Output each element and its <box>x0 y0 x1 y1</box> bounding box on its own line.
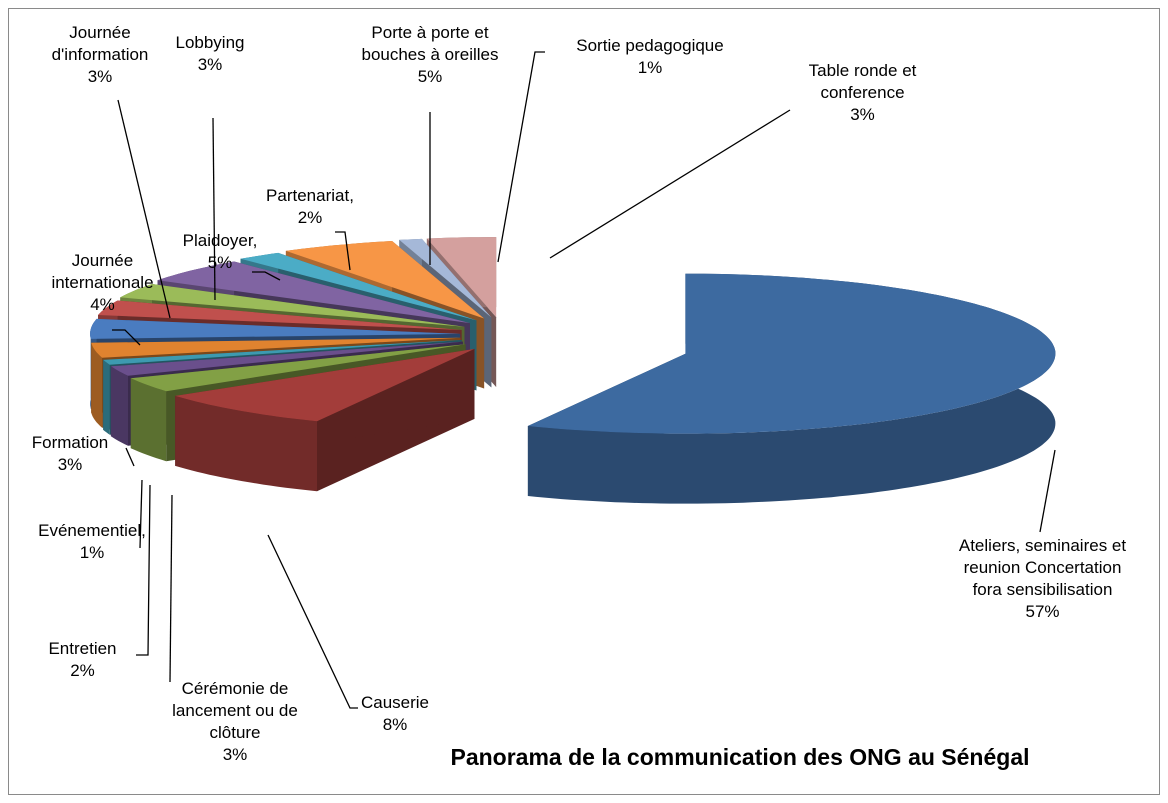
value-label: 3% <box>222 745 248 764</box>
leader-line <box>267 534 358 709</box>
slice-label: Porte à porte et bouches à oreilles 5% <box>340 22 520 88</box>
category-label: Plaidoyer, <box>182 231 258 250</box>
slice-label: Plaidoyer, 5% <box>170 230 270 274</box>
slice-rim <box>103 359 110 435</box>
leader-line <box>1039 449 1056 533</box>
slice-label: Evénementiel, 1% <box>12 520 172 564</box>
pie <box>90 237 1056 504</box>
leader-line <box>252 271 281 281</box>
slice-label: Cérémonie de lancement ou de clôture 3% <box>150 678 320 766</box>
category-label: Porte à porte et bouches à oreilles <box>361 23 499 64</box>
category-label: Journée internationale <box>51 251 154 292</box>
category-label: Causerie <box>360 693 430 712</box>
slice-rim <box>175 395 317 492</box>
leader-line <box>212 117 216 301</box>
slice-rim <box>91 342 103 428</box>
leader-line <box>549 109 791 259</box>
slice-top <box>157 261 470 324</box>
leader-line <box>136 484 151 656</box>
slice-top <box>130 344 466 392</box>
category-label: Partenariat, <box>266 186 354 205</box>
slice-label: Formation 3% <box>10 432 130 476</box>
category-label: Journée d'information <box>51 23 149 64</box>
pie-slice <box>175 348 475 492</box>
value-label: 3% <box>850 105 875 124</box>
slice-label: Sortie pedagogique 1% <box>540 35 760 79</box>
slice-top <box>399 238 492 318</box>
leader-line <box>117 99 171 319</box>
pie-slice <box>527 273 1056 504</box>
value-label: 1% <box>637 58 663 77</box>
leader-lines <box>112 51 1056 709</box>
slice-top <box>240 252 477 321</box>
leader-line <box>112 329 141 346</box>
slice-rim <box>110 366 128 446</box>
leader-line <box>139 479 143 549</box>
category-label: Table ronde et conference <box>808 61 917 102</box>
value-label: 4% <box>90 295 115 314</box>
value-label: 3% <box>197 55 223 74</box>
value-label: 5% <box>417 67 443 86</box>
value-label: 3% <box>57 455 83 474</box>
category-label: Ateliers, seminaires et reunion Concerta… <box>958 536 1127 599</box>
category-label: Formation <box>31 433 109 452</box>
slice-label: Journée d'information 3% <box>40 22 160 88</box>
slice-label: Table ronde et conference 3% <box>770 60 955 126</box>
slice-top <box>90 318 461 339</box>
slice-top <box>175 348 475 422</box>
category-label: Cérémonie de lancement ou de clôture <box>172 679 298 742</box>
slice-label: Causerie 8% <box>345 692 445 736</box>
slice-top <box>91 337 461 358</box>
leader-line <box>335 231 351 271</box>
slice-rim <box>130 378 167 462</box>
slice-label: Ateliers, seminaires et reunion Concerta… <box>955 535 1130 623</box>
leader-line <box>497 51 545 263</box>
slice-top <box>527 273 1056 434</box>
slice-label: Journée internationale 4% <box>30 250 175 316</box>
slice-top <box>285 241 485 319</box>
value-label: 3% <box>87 67 113 86</box>
category-label: Entretien <box>48 639 117 658</box>
value-label: 2% <box>297 208 323 227</box>
value-label: 8% <box>382 715 408 734</box>
slice-top <box>110 341 463 376</box>
value-label: 57% <box>1025 602 1060 621</box>
slice-top <box>98 300 462 330</box>
leader-line <box>169 494 173 683</box>
category-label: Sortie pedagogique <box>576 36 724 55</box>
chart-title: Panorama de la communication des ONG au … <box>450 744 1030 770</box>
value-label: 5% <box>207 253 233 272</box>
slice-top <box>103 340 462 365</box>
value-label: 2% <box>70 661 95 680</box>
category-label: Lobbying <box>175 33 245 52</box>
slice-top <box>426 237 497 318</box>
slice-label: Entretien 2% <box>20 638 145 682</box>
category-label: Evénementiel, <box>38 521 146 540</box>
slice-label: Partenariat, 2% <box>250 185 370 229</box>
leader-line <box>125 447 135 467</box>
value-label: 1% <box>79 543 105 562</box>
slice-top <box>120 284 465 327</box>
slice-label: Lobbying 3% <box>150 32 270 76</box>
